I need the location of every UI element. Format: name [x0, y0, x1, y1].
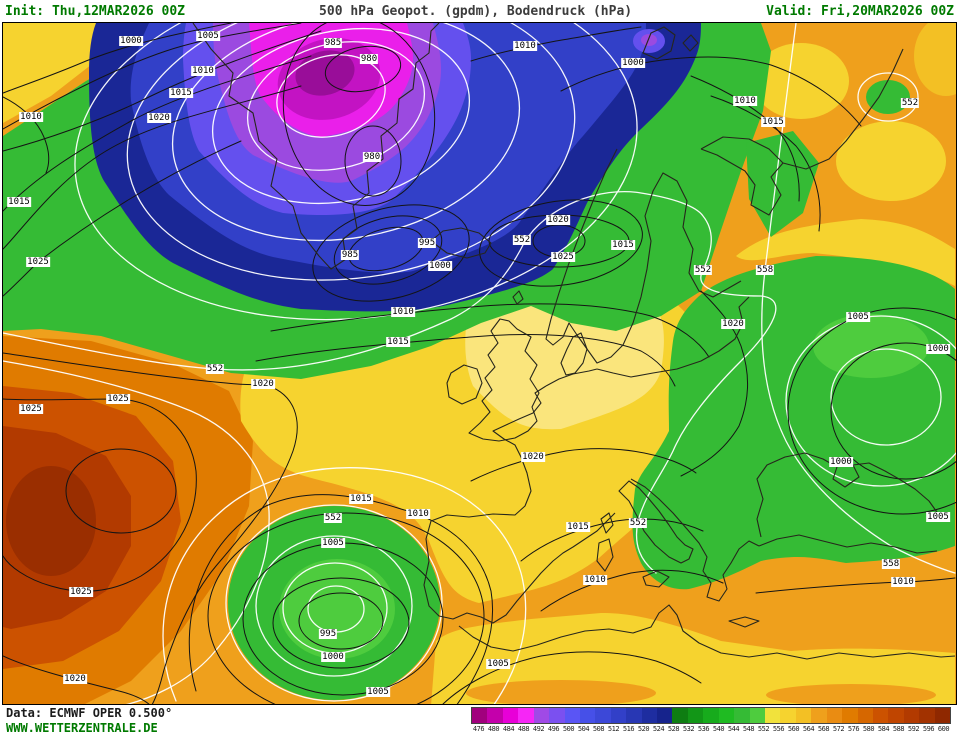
legend-tick: 528 [667, 725, 680, 733]
legend-color-cell [626, 708, 642, 723]
legend-tick: 488 [517, 725, 530, 733]
legend-tick: 568 [817, 725, 830, 733]
legend-tick: 544 [727, 725, 740, 733]
legend-color-cell [795, 708, 812, 723]
legend-tick: 576 [847, 725, 860, 733]
legend-tick: 588 [892, 725, 905, 733]
legend-tick: 524 [652, 725, 665, 733]
legend-color-cell [579, 708, 596, 723]
legend-tick: 532 [682, 725, 695, 733]
legend-tick: 580 [862, 725, 875, 733]
legend-color-cell [934, 708, 951, 723]
legend-color-cell [502, 708, 519, 723]
legend-color-cell [811, 708, 827, 723]
legend-tick: 540 [712, 725, 725, 733]
legend-color-cell [687, 708, 704, 723]
legend-tick: 508 [592, 725, 605, 733]
legend-color-cell [734, 708, 750, 723]
legend-tick: 480 [487, 725, 500, 733]
legend-color-cell [595, 708, 611, 723]
legend-color-cell [533, 708, 550, 723]
legend-tick: 500 [562, 725, 575, 733]
legend-color-cell [657, 708, 673, 723]
map-canvas [3, 23, 956, 704]
legend-tick: 484 [502, 725, 515, 733]
legend-color-cell [549, 708, 565, 723]
legend-tick: 600 [937, 725, 950, 733]
legend-tick: 572 [832, 725, 845, 733]
legend-color-cell [888, 708, 904, 723]
legend-tick: 564 [802, 725, 815, 733]
legend-tick: 556 [772, 725, 785, 733]
legend-tick: 492 [532, 725, 545, 733]
legend-tick: 592 [907, 725, 920, 733]
legend-color-bar [471, 707, 951, 724]
legend-color-cell [903, 708, 920, 723]
map-header: Init: Thu,12MAR2026 00Z 500 hPa Geopot. … [0, 0, 959, 22]
legend-color-cell [780, 708, 796, 723]
legend-color-cell [842, 708, 858, 723]
legend-tick: 504 [577, 725, 590, 733]
legend-tick: 552 [757, 725, 770, 733]
legend-color-cell [518, 708, 534, 723]
legend-color-cell [703, 708, 719, 723]
color-scale-legend: 476 480 484 488 492 496 500 504 508 512 516 520 524 5… [471, 707, 951, 733]
legend-color-cell [872, 708, 889, 723]
legend-tick: 496 [547, 725, 560, 733]
page-title: 500 hPa Geopot. (gpdm), Bodendruck (hPa) [319, 3, 633, 19]
legend-tick: 512 [607, 725, 620, 733]
fill-regions [3, 23, 956, 704]
weather-map: 1000 1005 985 980 1010 1000 1010 1015 1010 1015 10… [2, 22, 957, 705]
legend-color-cell [472, 708, 488, 723]
legend-tick: 596 [922, 725, 935, 733]
legend-color-cell [718, 708, 735, 723]
legend-tick: 584 [877, 725, 890, 733]
legend-color-cell [765, 708, 781, 723]
valid-time: Valid: Fri,20MAR2026 00Z [766, 3, 954, 19]
legend-tick: 560 [787, 725, 800, 733]
legend-color-cell [826, 708, 843, 723]
map-footer: Data: ECMWF OPER 0.500° WWW.WETTERZENTRA… [0, 705, 959, 740]
legend-color-cell [610, 708, 627, 723]
legend-color-cell [672, 708, 688, 723]
legend-color-cell [749, 708, 766, 723]
legend-color-cell [487, 708, 503, 723]
website-text: WWW.WETTERZENTRALE.DE [6, 721, 158, 735]
legend-color-cell [919, 708, 935, 723]
legend-color-cell [857, 708, 873, 723]
legend-tick-row: 476 480 484 488 492 496 500 504 508 512 516 520 524 5… [471, 725, 951, 733]
credits: Data: ECMWF OPER 0.500° WWW.WETTERZENTRA… [6, 706, 172, 736]
legend-color-cell [564, 708, 580, 723]
legend-color-cell [641, 708, 658, 723]
legend-tick: 520 [637, 725, 650, 733]
height-contours [3, 23, 956, 704]
data-source: Data: ECMWF OPER 0.500° [6, 706, 173, 720]
legend-tick: 476 [472, 725, 485, 733]
legend-tick: 516 [622, 725, 635, 733]
legend-tick: 548 [742, 725, 755, 733]
init-time: Init: Thu,12MAR2026 00Z [5, 3, 186, 19]
legend-tick: 536 [697, 725, 710, 733]
